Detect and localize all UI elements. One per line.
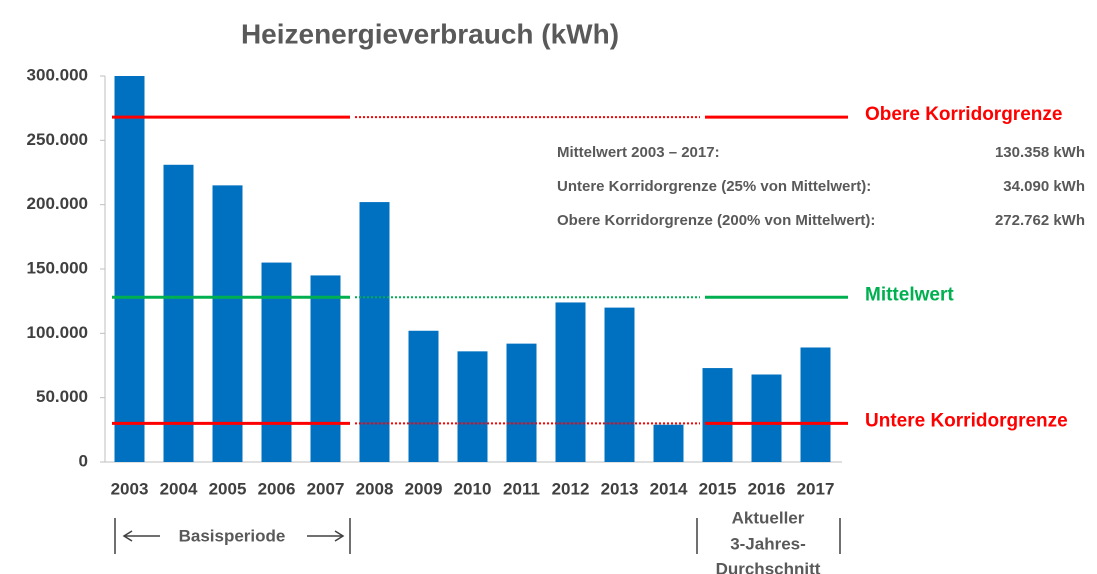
- x-tick-label: 2011: [503, 479, 540, 498]
- x-tick-label: 2005: [209, 479, 247, 498]
- y-tick-label: 200.000: [27, 194, 88, 213]
- x-tick-label: 2007: [307, 479, 345, 498]
- y-tick-label: 50.000: [36, 387, 88, 406]
- bar: [506, 343, 537, 462]
- annotation-value: 130.358 kWh: [995, 144, 1085, 161]
- bar: [310, 275, 341, 462]
- y-tick-label: 300.000: [27, 65, 88, 84]
- x-tick-label: 2009: [405, 479, 443, 498]
- bar: [114, 76, 145, 462]
- x-tick-label: 2014: [650, 479, 688, 498]
- bar: [604, 307, 635, 462]
- bar: [212, 185, 243, 462]
- x-tick-label: 2015: [699, 479, 737, 498]
- annotation-label: Obere Korridorgrenze (200% von Mittelwer…: [557, 212, 875, 229]
- x-tick-label: 2004: [160, 479, 198, 498]
- y-tick-label: 0: [79, 451, 88, 470]
- x-tick-label: 2017: [797, 479, 835, 498]
- reference-label: Obere Korridorgrenze: [865, 104, 1062, 125]
- bar: [702, 368, 733, 462]
- bar: [163, 164, 194, 462]
- x-tick-label: 2008: [356, 479, 394, 498]
- bar: [359, 202, 390, 463]
- bar: [751, 374, 782, 462]
- bar: [800, 347, 831, 462]
- period-brackets: [114, 518, 841, 554]
- x-tick-label: 2006: [258, 479, 296, 498]
- bar: [653, 424, 684, 462]
- annotation-value: 34.090 kWh: [1003, 178, 1085, 195]
- reference-label: Untere Korridorgrenze: [865, 410, 1068, 431]
- y-tick-label: 100.000: [27, 323, 88, 342]
- y-tick-label: 150.000: [27, 258, 88, 277]
- x-tick-label: 2012: [552, 479, 590, 498]
- annotation-label: Untere Korridorgrenze (25% von Mittelwer…: [557, 178, 871, 195]
- bar: [555, 302, 586, 462]
- bar: [261, 262, 292, 462]
- x-tick-label: 2013: [601, 479, 639, 498]
- current-period-label: Durchschnitt: [716, 559, 821, 574]
- reference-label: Mittelwert: [865, 284, 954, 305]
- annotation-value: 272.762 kWh: [995, 212, 1085, 229]
- bar: [457, 351, 488, 462]
- x-tick-label: 2003: [111, 479, 149, 498]
- y-tick-label: 250.000: [27, 130, 88, 149]
- x-tick-label: 2010: [454, 479, 492, 498]
- base-period-label: Basisperiode: [179, 526, 286, 545]
- chart-title: Heizenergieverbrauch (kWh): [241, 18, 619, 49]
- x-tick-label: 2016: [748, 479, 786, 498]
- bar: [408, 330, 439, 462]
- current-period-label: Aktueller: [732, 508, 805, 527]
- current-period-label: 3-Jahres-: [730, 534, 806, 553]
- annotation-label: Mittelwert 2003 – 2017:: [557, 144, 720, 161]
